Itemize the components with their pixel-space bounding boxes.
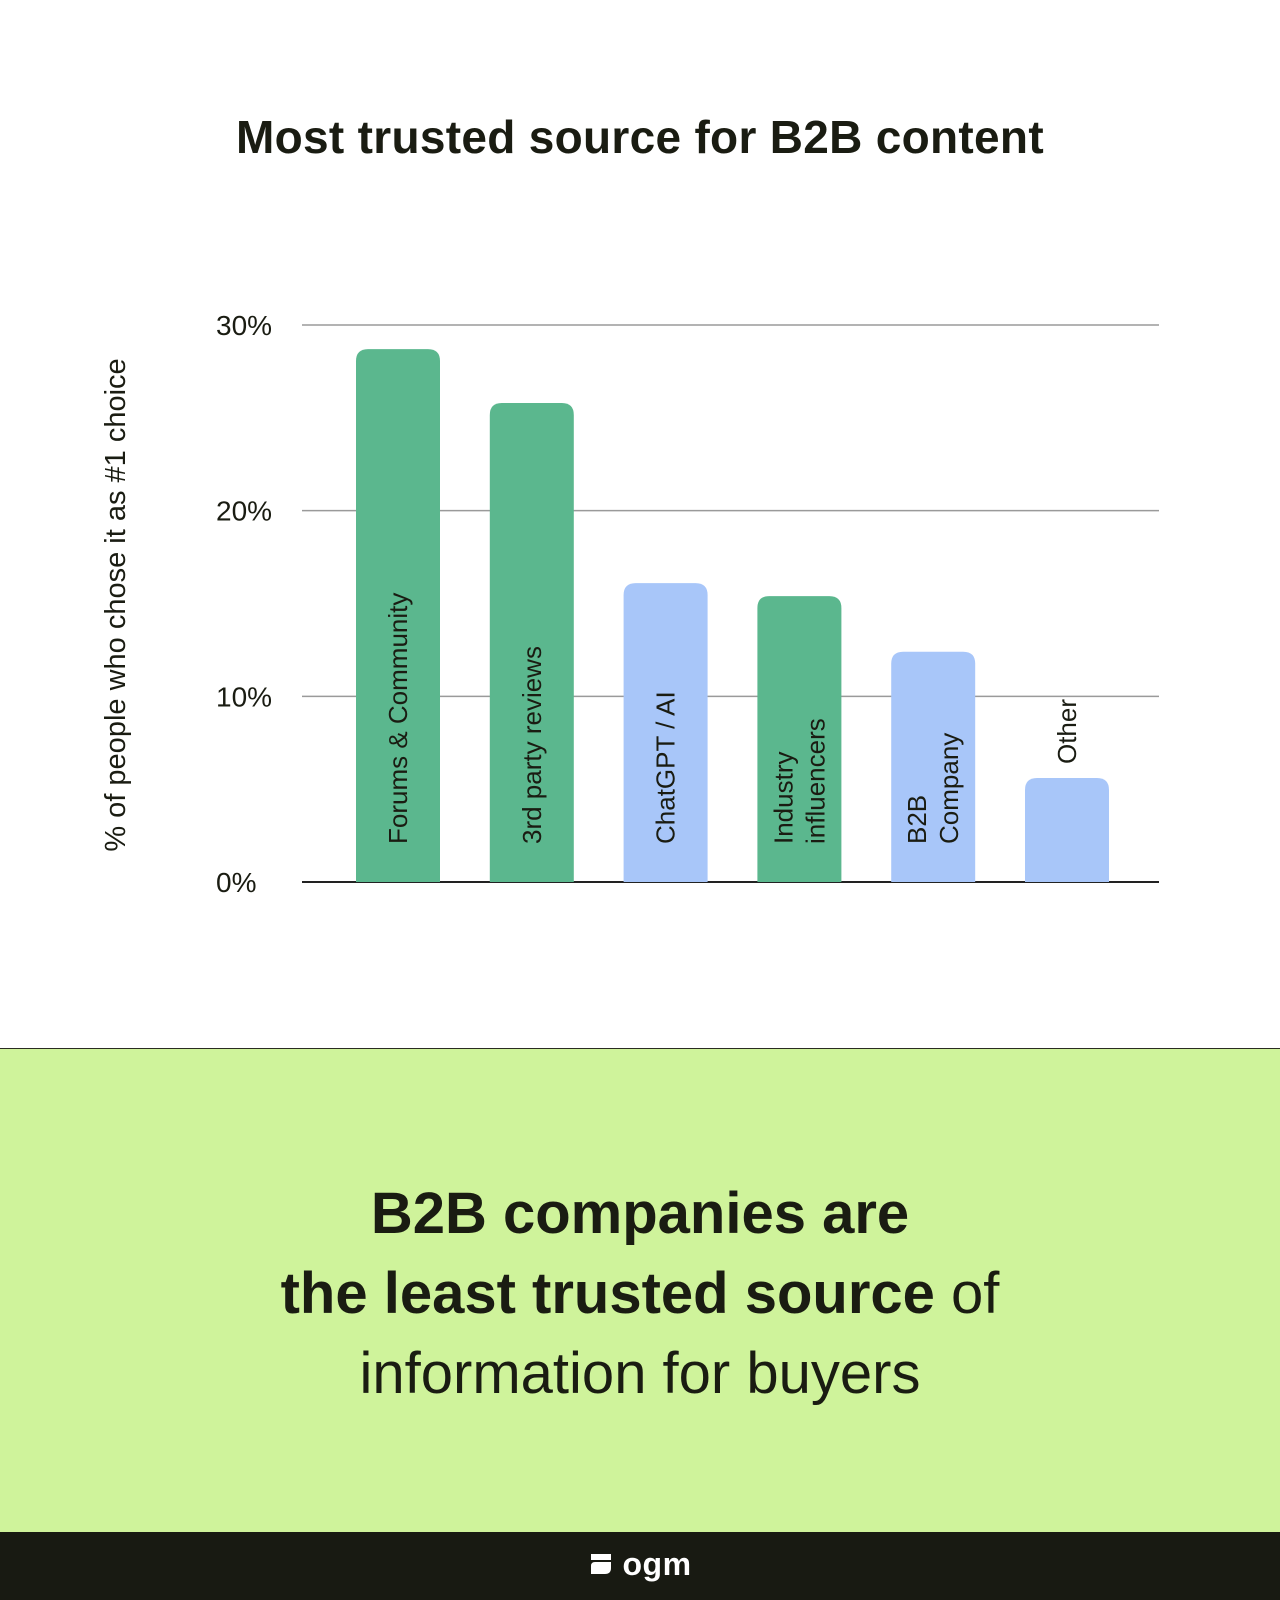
headline-line-2-rest: of xyxy=(934,1261,1000,1326)
bar-category-label: Company xyxy=(934,733,964,844)
bar-category-label: influencers xyxy=(800,718,830,844)
bar-category-label: Forums & Community xyxy=(383,593,413,844)
ogm-logo-text: ogm xyxy=(622,1546,692,1582)
bar-category-label: Other xyxy=(1052,699,1082,764)
headline-line-1: B2B companies are xyxy=(370,1181,910,1246)
y-tick-label: 30% xyxy=(216,310,272,341)
bar xyxy=(757,596,842,882)
bar xyxy=(489,402,574,882)
bar-chart: 0% 10% 20% 30% % of people who chose it as #… xyxy=(100,310,1159,898)
bar xyxy=(356,349,440,882)
footer: ogm xyxy=(0,1532,1280,1600)
bar-category-label: Industry xyxy=(768,752,798,845)
ogm-logo-icon xyxy=(591,1554,612,1574)
chart-title: Most trusted source for B2B content xyxy=(236,111,1044,163)
headline: B2B companies are the least trusted sour… xyxy=(0,1174,1280,1414)
headline-panel: B2B companies are the least trusted sour… xyxy=(0,1048,1280,1533)
y-tick-label: 0% xyxy=(216,867,256,898)
bar-category-label: 3rd party reviews xyxy=(517,646,547,844)
bar xyxy=(891,651,976,882)
ogm-logo[interactable]: ogm xyxy=(0,1546,1280,1582)
bar-category-label: ChatGPT / AI xyxy=(651,691,681,844)
headline-line-3: information for buyers xyxy=(359,1341,921,1406)
y-tick-label: 10% xyxy=(216,681,272,712)
bar xyxy=(623,583,708,882)
bar-category-label: B2B xyxy=(902,795,932,844)
y-axis-title: % of people who chose it as #1 choice xyxy=(100,358,132,851)
headline-line-2-emphasis: the least trusted source xyxy=(280,1261,935,1326)
y-tick-label: 20% xyxy=(216,496,272,527)
bar xyxy=(1025,778,1109,882)
